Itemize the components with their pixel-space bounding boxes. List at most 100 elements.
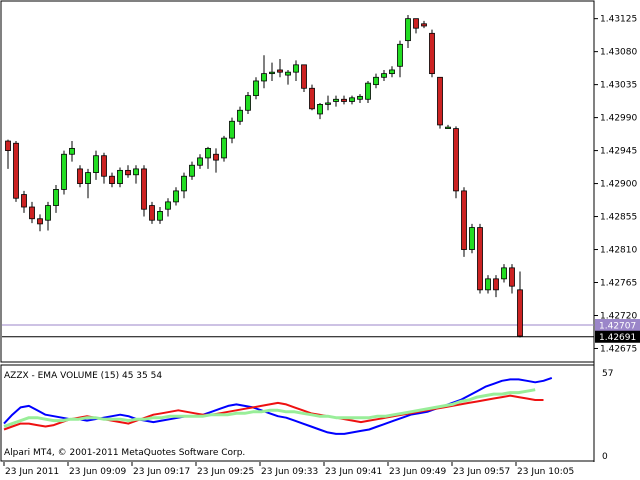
- candle: [373, 76, 379, 86]
- price-tick-label: 1.42990: [600, 114, 637, 124]
- price-tick-label: 1.42900: [600, 180, 637, 190]
- candle: [205, 147, 211, 159]
- copyright-footer: Alpari MT4, © 2001-2011 MetaQuotes Softw…: [4, 448, 245, 458]
- candle: [141, 168, 147, 210]
- price-tick-label: 1.43035: [600, 81, 637, 91]
- candle: [461, 190, 467, 250]
- candle: [493, 278, 499, 291]
- bid-line-box: [595, 330, 640, 343]
- candle: [253, 80, 259, 97]
- candle: [469, 227, 475, 250]
- candle: [349, 97, 355, 102]
- candle: [53, 189, 59, 206]
- candle: [341, 98, 347, 102]
- candle: [181, 175, 187, 192]
- candle: [269, 71, 275, 75]
- candle: [389, 69, 395, 75]
- candle: [101, 155, 107, 177]
- price-lines: [2, 324, 594, 338]
- candle: [229, 120, 235, 139]
- time-tick-label: 23 Jun 09:49: [389, 467, 446, 477]
- price-tick-label: 1.42675: [600, 344, 637, 354]
- candle: [453, 128, 459, 192]
- candle: [485, 278, 491, 291]
- candle: [165, 201, 171, 210]
- indicator-tick-label: 57: [602, 369, 613, 379]
- candle: [157, 211, 163, 221]
- candle: [69, 147, 75, 155]
- candle: [413, 18, 419, 29]
- candle: [109, 175, 115, 184]
- time-tick-label: 23 Jun 2011: [5, 467, 59, 477]
- indicator-tick-label: 0: [602, 452, 608, 462]
- candle: [29, 206, 35, 220]
- candle: [501, 267, 507, 280]
- candle: [77, 168, 83, 184]
- candle: [5, 140, 11, 151]
- indicator-line-2: [3, 388, 536, 428]
- ask-line-box: [595, 319, 640, 332]
- candle: [333, 98, 339, 102]
- candle: [213, 153, 219, 161]
- time-tick-label: 23 Jun 09:33: [261, 467, 318, 477]
- candle: [93, 155, 99, 173]
- time-tick-label: 23 Jun 09:41: [325, 467, 382, 477]
- candle: [445, 126, 451, 129]
- candle: [237, 109, 243, 122]
- candle: [509, 267, 515, 287]
- time-tick-label: 23 Jun 09:09: [69, 467, 126, 477]
- candle: [301, 64, 307, 89]
- candle: [173, 190, 179, 203]
- candle: [421, 23, 427, 27]
- candle: [133, 168, 139, 176]
- candle: [45, 205, 51, 221]
- price-tick-label: 1.42945: [600, 147, 637, 157]
- price-tick-label: 1.42810: [600, 246, 637, 256]
- candle: [261, 73, 267, 82]
- candle: [125, 169, 131, 176]
- price-axis-labels: 1.43125 1.43080 1.43035 1.42990 1.42945 1.429…: [594, 15, 637, 354]
- indicator-axis-labels: 57 0: [602, 369, 613, 462]
- candle: [405, 18, 411, 42]
- candle: [437, 76, 443, 126]
- ask-line-label: 1.42707: [599, 322, 636, 332]
- price-tick-label: 1.43125: [600, 15, 637, 25]
- candle: [21, 194, 27, 208]
- bid-line-label: 1.42691: [599, 333, 636, 343]
- time-tick-label: 23 Jun 09:57: [453, 467, 510, 477]
- candle: [381, 73, 387, 78]
- price-tick-label: 1.42765: [600, 279, 637, 289]
- indicator-title: AZZX - EMA VOLUME (15) 45 35 54: [4, 371, 162, 381]
- price-tick-label: 1.43080: [600, 48, 637, 58]
- candle: [189, 164, 195, 177]
- candle: [197, 157, 203, 166]
- candle: [397, 43, 403, 67]
- candlestick-series: [5, 14, 523, 338]
- time-tick-label: 23 Jun 09:25: [197, 467, 254, 477]
- price-tick-label: 1.42720: [600, 311, 637, 321]
- candle: [477, 227, 483, 291]
- candle: [149, 205, 155, 221]
- candle: [85, 172, 91, 184]
- candle: [221, 137, 227, 159]
- candle: [309, 87, 315, 110]
- candle: [365, 82, 371, 100]
- candle: [37, 218, 43, 225]
- candle: [325, 102, 331, 105]
- candle: [13, 142, 19, 199]
- candle: [61, 153, 67, 190]
- candle: [117, 169, 123, 184]
- indicator-lines: [3, 376, 553, 435]
- time-tick-label: 23 Jun 09:17: [133, 467, 190, 477]
- time-axis-labels: 23 Jun 2011 23 Jun 09:09 23 Jun 09:17 23 Ju…: [3, 462, 574, 477]
- candle: [277, 69, 283, 73]
- candle: [429, 32, 435, 75]
- candle: [293, 64, 299, 73]
- candle: [245, 95, 251, 111]
- price-tick-label: 1.42855: [600, 213, 637, 223]
- candle: [357, 95, 363, 100]
- time-tick-label: 23 Jun 10:05: [517, 467, 574, 477]
